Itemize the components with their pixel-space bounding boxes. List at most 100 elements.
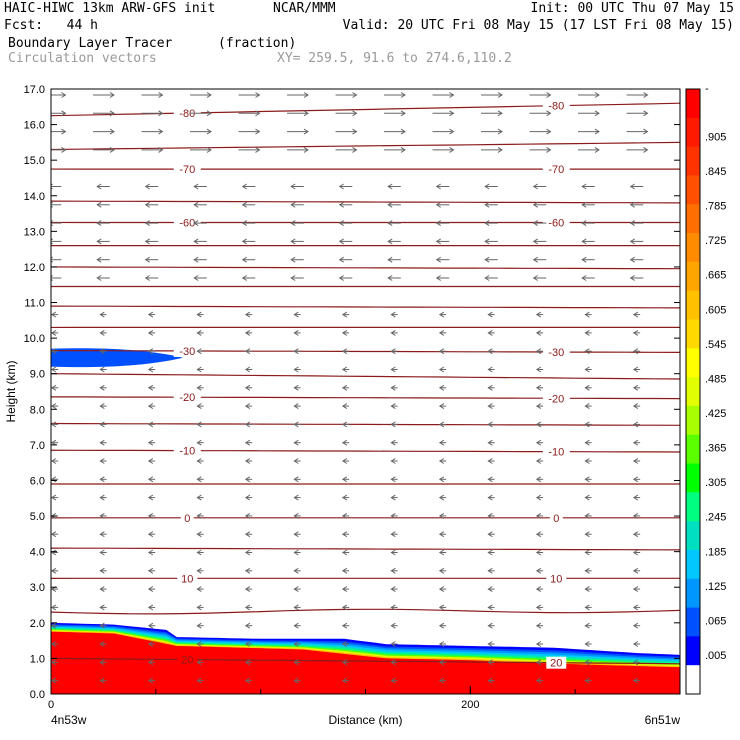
vector-arrowhead	[99, 677, 105, 684]
y-tick-label: 8.0	[30, 404, 45, 416]
vector-arrowhead	[255, 146, 261, 153]
vector-arrowhead	[293, 348, 299, 355]
vector-arrowhead	[352, 110, 358, 117]
vector-arrowhead	[584, 329, 590, 336]
vector-arrowhead	[546, 110, 552, 117]
isotherm-label-bg	[542, 392, 570, 405]
vector-arrowhead	[303, 128, 309, 135]
vector-arrowhead	[244, 476, 251, 483]
vector-arrowhead	[303, 110, 309, 117]
vector-arrowhead	[632, 659, 639, 666]
vector-arrowhead	[438, 384, 445, 391]
vector-arrowhead	[293, 567, 299, 574]
vector-arrowhead	[96, 238, 102, 245]
colorbar-label: .845	[705, 166, 726, 178]
vector-arrowhead	[390, 604, 396, 611]
vector-arrowhead	[99, 384, 105, 391]
vector-arrowhead	[435, 201, 441, 208]
vector-arrowhead	[390, 494, 396, 501]
vector-arrowhead	[96, 201, 102, 208]
vector-arrowhead	[99, 641, 105, 647]
y-tick-label: 14.0	[24, 191, 45, 203]
vector-arrowhead	[387, 256, 393, 263]
y-axis-title: Height (km)	[4, 360, 18, 422]
vector-arrowhead	[584, 567, 590, 574]
vector-arrowhead	[206, 110, 212, 117]
vector-arrowhead	[290, 183, 296, 190]
vector-arrowhead	[535, 586, 542, 593]
vector-arrowhead	[99, 659, 105, 666]
vector-arrowhead	[241, 220, 247, 227]
colorbar-swatch	[686, 492, 700, 522]
vector-arrowhead	[400, 110, 406, 117]
isotherm-label-bg	[542, 216, 570, 229]
vector-arrowhead	[61, 92, 67, 98]
vector-arrowhead	[532, 183, 538, 190]
vector-arrowhead	[438, 586, 445, 593]
vector-arrowhead	[255, 110, 261, 117]
isotherm-label-bg	[542, 99, 570, 112]
vector-arrowhead	[487, 311, 493, 318]
vector-arrowhead	[341, 549, 348, 556]
isotherm-line-1	[51, 141, 680, 151]
vector-arrowhead	[144, 201, 150, 208]
vector-arrowhead	[581, 275, 587, 281]
vector-arrowhead	[61, 146, 67, 153]
vector-arrowhead	[449, 92, 455, 98]
vector-arrowhead	[629, 238, 635, 245]
vector-arrowhead	[484, 256, 490, 263]
colorbar-label: .545	[705, 339, 726, 351]
colorbar-label: .005	[705, 650, 726, 662]
colorbar-label: .785	[705, 201, 726, 213]
vector-arrowhead	[632, 586, 639, 593]
vector-arrowhead	[303, 146, 309, 153]
vector-arrowhead	[158, 146, 164, 153]
vector-arrowhead	[244, 494, 251, 501]
vector-arrowhead	[147, 329, 154, 336]
vector-arrowhead	[438, 567, 445, 574]
vector-arrowhead	[487, 458, 493, 464]
vector-arrowhead	[535, 384, 542, 391]
vector-arrowhead	[632, 311, 639, 318]
vector-arrowhead	[244, 549, 251, 556]
vector-arrowhead	[51, 458, 57, 464]
vector-arrowhead	[584, 311, 590, 318]
isotherm-label-bg	[173, 391, 201, 404]
vector-arrowhead	[390, 384, 396, 391]
vector-arrowhead	[594, 110, 600, 117]
vector-arrowhead	[535, 549, 542, 556]
y-tick-label: 12.0	[24, 262, 45, 274]
isotherm-label-bg	[542, 445, 570, 458]
vector-arrowhead	[196, 512, 202, 519]
vector-arrowhead	[293, 586, 299, 593]
vector-arrowhead	[532, 238, 538, 245]
vector-arrowhead	[109, 128, 115, 135]
isotherm-label-bg	[546, 572, 567, 585]
vector-arrowhead	[438, 329, 445, 336]
vector-arrowhead	[244, 403, 251, 410]
vector-arrowhead	[487, 604, 493, 611]
vector-arrowhead	[293, 458, 299, 464]
colorbar-label: .725	[705, 235, 726, 247]
vector-arrowhead	[341, 439, 348, 446]
isotherm-label-bg	[180, 511, 194, 524]
vector-arrowhead	[144, 275, 150, 281]
vector-arrowhead	[290, 256, 296, 263]
vector-arrowhead	[147, 421, 154, 428]
isotherm-layer: -80 -80 -70 -70 -60 -60 -30 -30 -20 -20 -10 -10 0 0 10…	[51, 99, 680, 670]
x-tick-label: 0	[48, 699, 54, 711]
vector-arrowhead	[206, 92, 212, 98]
vector-arrowhead	[629, 201, 635, 208]
vector-arrowhead	[293, 622, 299, 629]
vector-arrowhead	[390, 549, 396, 556]
x-axis: 0 200 Distance (km) 4n53w 6n51w	[48, 686, 680, 727]
vector-arrowhead	[487, 677, 493, 684]
y-axis: 0.0 1.0 2.0 3.0 4.0 5.0 6.0 7.0 8.0 9.0 10.0 11.0 12…	[4, 84, 680, 701]
vector-arrowhead	[244, 348, 251, 355]
vector-arrowhead	[147, 366, 154, 373]
vector-arrowhead	[438, 403, 445, 410]
vector-arrowhead	[581, 220, 587, 227]
vector-arrowhead	[632, 476, 639, 483]
vector-arrowhead	[99, 567, 105, 574]
isotherm-label-bg	[173, 216, 201, 229]
